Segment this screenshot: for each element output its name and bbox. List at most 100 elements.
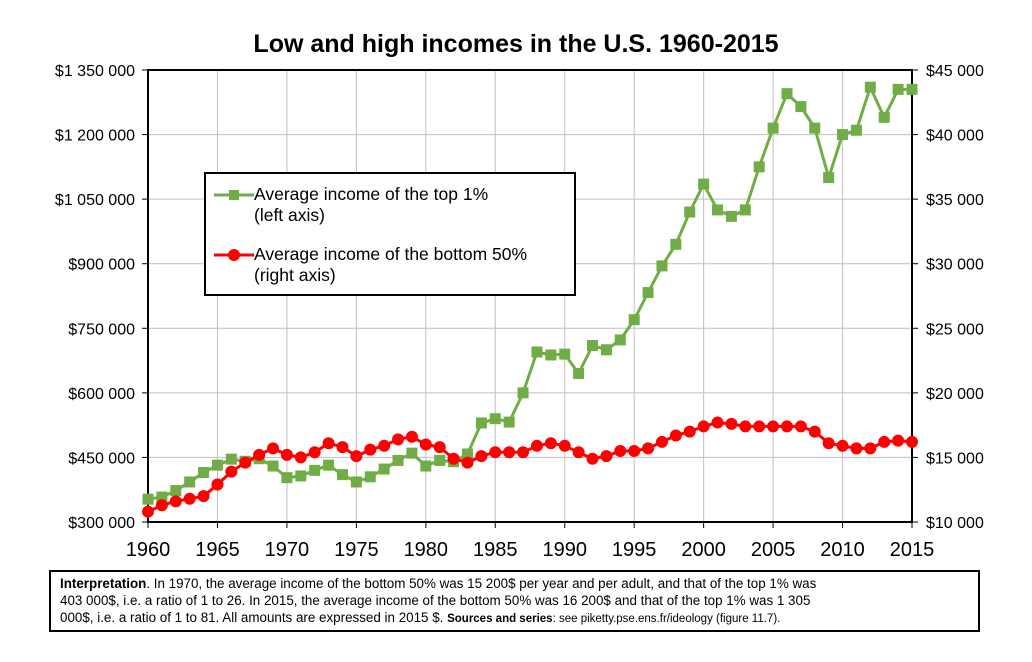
series-top1 <box>142 81 918 505</box>
point-top1 <box>573 367 585 379</box>
point-bottom50 <box>489 446 502 459</box>
point-top1 <box>225 453 237 465</box>
point-bottom50 <box>753 420 766 433</box>
point-top1 <box>184 476 196 488</box>
point-bottom50 <box>433 441 446 454</box>
point-bottom50 <box>225 465 238 478</box>
point-top1 <box>281 472 293 484</box>
point-bottom50 <box>294 451 307 464</box>
point-top1 <box>461 448 473 460</box>
axes: $300 000 $10 000 $450 000 $15 000 $600 000 $2… <box>55 63 984 561</box>
point-top1 <box>600 344 612 356</box>
point-bottom50 <box>725 417 738 430</box>
y-left-tick-label: $900 000 <box>68 257 135 274</box>
point-bottom50 <box>711 416 724 429</box>
x-tick-label: 1985 <box>473 539 518 561</box>
point-bottom50 <box>864 442 877 455</box>
point-top1 <box>656 260 668 272</box>
point-top1 <box>614 334 626 346</box>
point-bottom50 <box>475 450 488 463</box>
point-top1 <box>670 238 682 250</box>
point-top1 <box>878 111 890 123</box>
point-bottom50 <box>600 450 613 463</box>
x-tick-label: 1965 <box>195 539 240 561</box>
point-top1 <box>850 124 862 136</box>
point-top1 <box>406 447 418 459</box>
legend-circle-marker-icon <box>214 249 254 261</box>
y-right-tick-label: $30 000 <box>926 257 984 274</box>
y-right-tick-label: $45 000 <box>926 63 984 80</box>
x-tick-label: 2010 <box>820 539 865 561</box>
x-tick-label: 2000 <box>681 539 726 561</box>
y-right-tick-label: $20 000 <box>926 386 984 403</box>
point-bottom50 <box>461 456 474 469</box>
note-interpretation-label: Interpretation <box>60 576 147 591</box>
y-left-tick-label: $1 350 000 <box>55 63 135 80</box>
x-tick-label: 1995 <box>612 539 657 561</box>
point-bottom50 <box>683 425 696 438</box>
point-top1 <box>170 485 182 497</box>
point-bottom50 <box>267 442 280 455</box>
point-bottom50 <box>794 420 807 433</box>
point-bottom50 <box>850 442 863 455</box>
x-tick-label: 1980 <box>404 539 449 561</box>
point-bottom50 <box>780 420 793 433</box>
point-bottom50 <box>308 446 321 459</box>
point-top1 <box>725 210 737 222</box>
point-bottom50 <box>169 495 182 508</box>
point-top1 <box>531 346 543 358</box>
point-bottom50 <box>558 439 571 452</box>
plot-frame <box>147 69 913 523</box>
point-top1 <box>489 413 501 425</box>
point-top1 <box>698 178 710 190</box>
data-series <box>142 81 918 518</box>
point-top1 <box>392 454 404 466</box>
point-bottom50 <box>530 439 543 452</box>
line-bottom50 <box>147 421 913 514</box>
note-line-2: 403 000$, i.e. a ratio of 1 to 26. In 20… <box>60 593 811 608</box>
chart-title: Low and high incomes in the U.S. 1960-20… <box>253 30 779 58</box>
point-top1 <box>892 83 904 95</box>
point-top1 <box>712 204 724 216</box>
point-bottom50 <box>544 437 557 450</box>
x-tick-label: 2005 <box>751 539 796 561</box>
point-top1 <box>295 470 307 482</box>
note-line-1: . In 1970, the average income of the bot… <box>146 576 817 591</box>
x-tick-label: 2015 <box>890 539 935 561</box>
note-line-3: 000$, i.e. a ratio of 1 to 81. All amoun… <box>60 610 448 625</box>
point-bottom50 <box>655 435 668 448</box>
point-top1 <box>517 387 529 399</box>
point-top1 <box>837 129 849 141</box>
point-top1 <box>587 340 599 352</box>
point-bottom50 <box>183 492 196 505</box>
point-bottom50 <box>878 435 891 448</box>
point-top1 <box>475 417 487 429</box>
point-top1 <box>198 466 210 478</box>
point-bottom50 <box>669 429 682 442</box>
note-sources-label: Sources and series <box>447 613 553 625</box>
point-bottom50 <box>364 443 377 456</box>
y-right-tick-label: $25 000 <box>926 321 984 338</box>
point-bottom50 <box>405 430 418 443</box>
point-top1 <box>420 460 432 472</box>
point-bottom50 <box>517 446 530 459</box>
point-bottom50 <box>572 446 585 459</box>
point-top1 <box>642 287 654 299</box>
point-top1 <box>350 476 362 488</box>
point-top1 <box>906 83 918 95</box>
point-top1 <box>809 122 821 134</box>
point-bottom50 <box>322 437 335 450</box>
y-left-tick-label: $1 050 000 <box>55 192 135 209</box>
point-bottom50 <box>767 420 780 433</box>
y-right-tick-label: $10 000 <box>926 515 984 532</box>
chart-legend: Average income of the top 1% (left axis)… <box>204 172 576 296</box>
point-top1 <box>211 459 223 471</box>
point-bottom50 <box>378 439 391 452</box>
point-bottom50 <box>642 442 655 455</box>
point-top1 <box>781 88 793 100</box>
interpretation-note: Interpretation. In 1970, the average inc… <box>49 570 980 632</box>
point-top1 <box>323 459 335 471</box>
point-top1 <box>823 172 835 184</box>
y-left-tick-label: $450 000 <box>68 450 135 467</box>
